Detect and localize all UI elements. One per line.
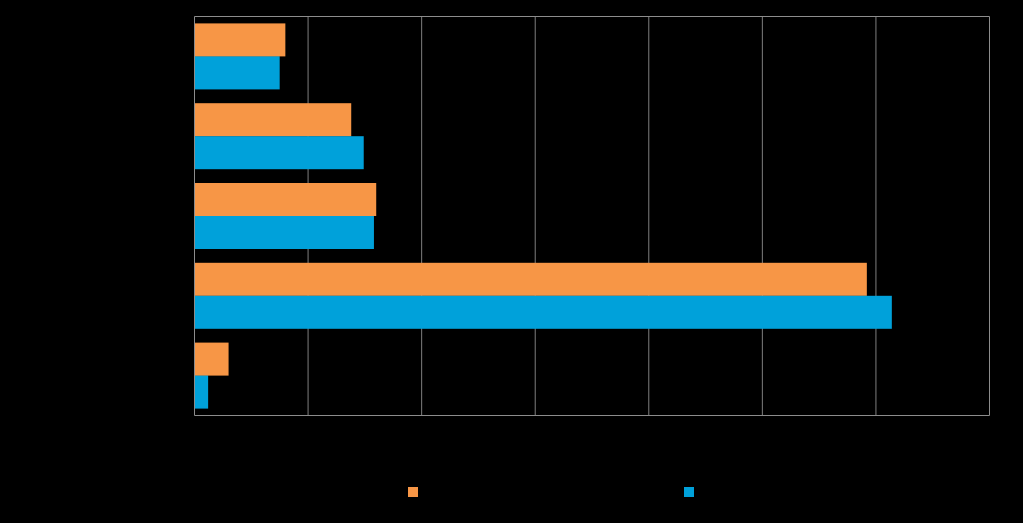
bar: [194, 136, 364, 170]
legend-swatch: [408, 487, 418, 497]
bar: [194, 103, 352, 137]
axes: [194, 16, 990, 416]
grid-lines: [307, 16, 877, 416]
bar: [194, 375, 209, 409]
bar: [194, 56, 280, 90]
bar: [194, 262, 867, 296]
bar: [194, 295, 892, 329]
legend-swatch: [684, 487, 694, 497]
bar: [194, 216, 374, 249]
legend: [408, 487, 694, 497]
bar: [194, 183, 377, 216]
bars: [194, 23, 892, 409]
bar: [194, 23, 286, 57]
bar: [194, 342, 229, 376]
